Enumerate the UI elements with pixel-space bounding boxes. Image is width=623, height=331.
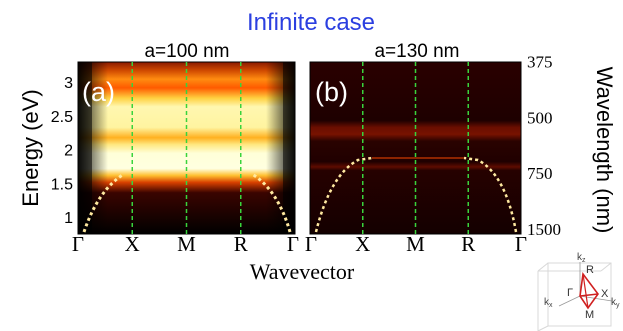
svg-text:kx: kx (544, 297, 553, 309)
x-tick-label: M (177, 232, 196, 256)
panel-b-dispersion-right (463, 156, 518, 233)
svg-text:kz: kz (577, 252, 586, 264)
inset-ky-sub: y (616, 302, 620, 309)
wavelength-tick-label: 1500 (527, 220, 561, 239)
x-tick-label: M (406, 232, 425, 256)
symmetry-gridlines (131, 62, 469, 234)
energy-axis-label: Energy (eV) (18, 89, 43, 206)
x-tick-label: X (355, 232, 370, 256)
x-tick-label: R (461, 232, 475, 256)
svg-text:ky: ky (611, 297, 620, 309)
energy-tick-label: 1.5 (51, 176, 73, 193)
panel-a-dispersion-right (251, 172, 292, 233)
panel-a-label: (a) (82, 77, 115, 107)
inset-kz-sub: z (582, 257, 586, 264)
panel-b-subtitle: a=130 nm (374, 41, 459, 62)
inset-M: M (585, 309, 594, 321)
x-tick-label: Γ (305, 232, 317, 256)
panel-a-subtitle: a=100 nm (144, 41, 229, 62)
x-tick-label: X (125, 232, 140, 256)
energy-tick-label: 1 (64, 210, 73, 227)
x-tick-label: Γ (287, 232, 299, 256)
inset-R: R (586, 264, 594, 276)
wavelength-axis-ticks: 375 500 750 1500 (527, 53, 561, 239)
wavelength-axis-label: Wavelength (nm) (592, 67, 617, 234)
inset-kx-sub: x (549, 302, 553, 309)
inset-X: X (601, 288, 609, 300)
inset-Gamma: Γ (567, 287, 573, 299)
energy-tick-label: 2 (64, 143, 73, 160)
brillouin-zone-inset: kz R Γ X kx M ky (537, 252, 620, 331)
figure-title: Infinite case (247, 9, 375, 36)
energy-tick-label: 3 (64, 75, 73, 92)
x-tick-label: Γ (72, 232, 84, 256)
x-tick-label: R (234, 232, 248, 256)
inset-kx-k: k (544, 297, 550, 308)
energy-axis-ticks: 1 1.5 2 2.5 3 (51, 75, 73, 227)
panel-a-dispersion-left (82, 172, 125, 233)
irreducible-path-icon (579, 271, 599, 310)
inset-ky-k: k (611, 297, 617, 308)
panel-b-label: (b) (315, 77, 348, 107)
wavelength-tick-label: 750 (527, 164, 553, 183)
x-tick-label: Γ (515, 232, 527, 256)
wavevector-axis-label: Wavevector (250, 259, 355, 284)
panel-b-dispersion-left (314, 156, 373, 233)
inset-kz-k: k (577, 252, 583, 263)
energy-tick-label: 2.5 (51, 109, 73, 126)
wavelength-tick-label: 500 (527, 108, 553, 127)
wavelength-tick-label: 375 (527, 53, 553, 72)
